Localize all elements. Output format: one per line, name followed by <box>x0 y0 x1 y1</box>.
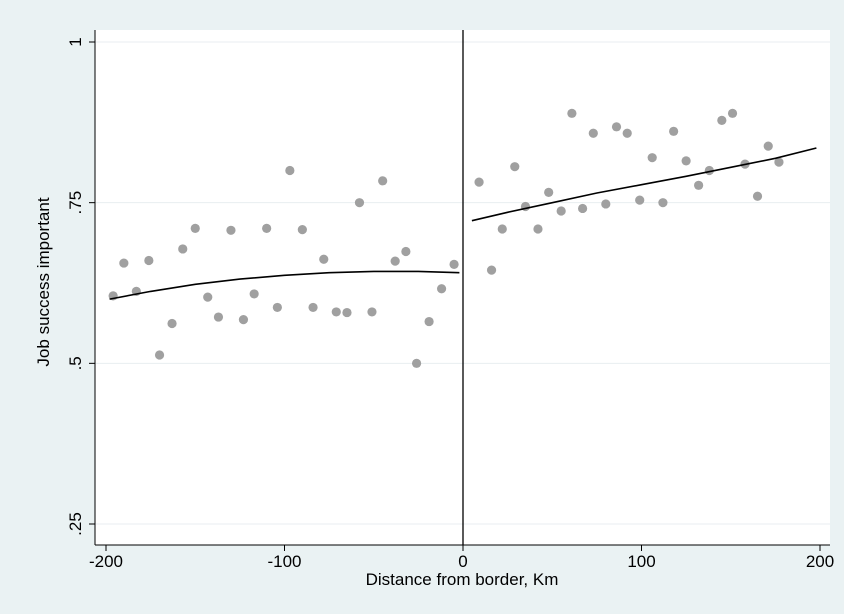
scatter-point <box>588 128 598 138</box>
x-tick-label: -100 <box>267 552 301 571</box>
axes: .25 .5 .75 1 -200 -100 0 100 200 <box>66 30 834 571</box>
scatter-point <box>622 128 632 138</box>
scatter-point <box>647 153 657 163</box>
fit-lines <box>109 147 817 300</box>
scatter-point <box>727 108 738 118</box>
x-tick-label: 0 <box>458 552 467 571</box>
scatter-point <box>331 307 341 317</box>
scatter-point <box>226 225 236 235</box>
scatter-point <box>763 141 773 151</box>
fit-line-left <box>109 270 460 300</box>
scatter-point <box>669 126 679 136</box>
scatter-point <box>354 198 365 208</box>
scatter-point <box>213 312 224 322</box>
scatter-point <box>577 203 588 214</box>
scatter-point <box>510 162 520 172</box>
scatter-point <box>752 191 763 201</box>
scatter-point <box>544 187 554 197</box>
scatter-point <box>119 258 129 268</box>
scatter-point <box>567 108 577 118</box>
scatter-point <box>411 358 422 368</box>
fit-line-right <box>471 147 817 222</box>
scatter-point <box>308 302 318 313</box>
scatter-point <box>378 176 388 186</box>
scatter-point <box>681 156 691 166</box>
scatter-point <box>285 165 295 176</box>
y-tick-label: 1 <box>66 37 85 46</box>
y-tick-label: .25 <box>66 512 85 536</box>
scatter-point <box>262 223 272 233</box>
scatter-point <box>154 350 165 360</box>
scatter-point <box>635 195 645 205</box>
x-tick-label: 100 <box>627 552 655 571</box>
scatter-point <box>401 246 411 257</box>
scatter-point <box>694 180 704 190</box>
scatter-point <box>178 244 188 254</box>
y-tick-label: .75 <box>66 191 85 215</box>
scatter-point <box>774 157 784 167</box>
scatter-point <box>658 198 668 208</box>
scatter-point <box>717 115 727 126</box>
scatter-point <box>319 254 329 264</box>
scatter-point <box>167 318 177 329</box>
scatter-point <box>449 259 459 269</box>
scatter-point <box>297 225 307 235</box>
scatter-point <box>238 315 249 325</box>
scatter-point <box>533 224 543 234</box>
scatter-point <box>190 223 200 233</box>
scatter-point <box>424 316 434 327</box>
scatter-point <box>601 199 611 209</box>
scatter-points <box>108 108 784 368</box>
scatter-point <box>272 302 282 313</box>
scatter-point <box>474 177 484 187</box>
scatter-point <box>342 307 352 318</box>
scatter-point <box>144 255 154 266</box>
scatter-point <box>611 122 622 132</box>
scatter-point <box>497 224 507 234</box>
x-tick-label: -200 <box>89 552 123 571</box>
x-axis-title: Distance from border, Km <box>366 570 559 589</box>
scatter-point <box>203 292 213 302</box>
scatter-point <box>367 307 377 317</box>
scatter-point <box>486 265 497 275</box>
y-tick-label: .5 <box>66 356 85 370</box>
scatter-point <box>390 256 400 266</box>
y-axis-title: Job success important <box>34 197 53 366</box>
x-tick-label: 200 <box>806 552 834 571</box>
scatter-point <box>436 284 447 294</box>
scatter-point <box>556 206 566 216</box>
scatter-point <box>249 289 259 299</box>
